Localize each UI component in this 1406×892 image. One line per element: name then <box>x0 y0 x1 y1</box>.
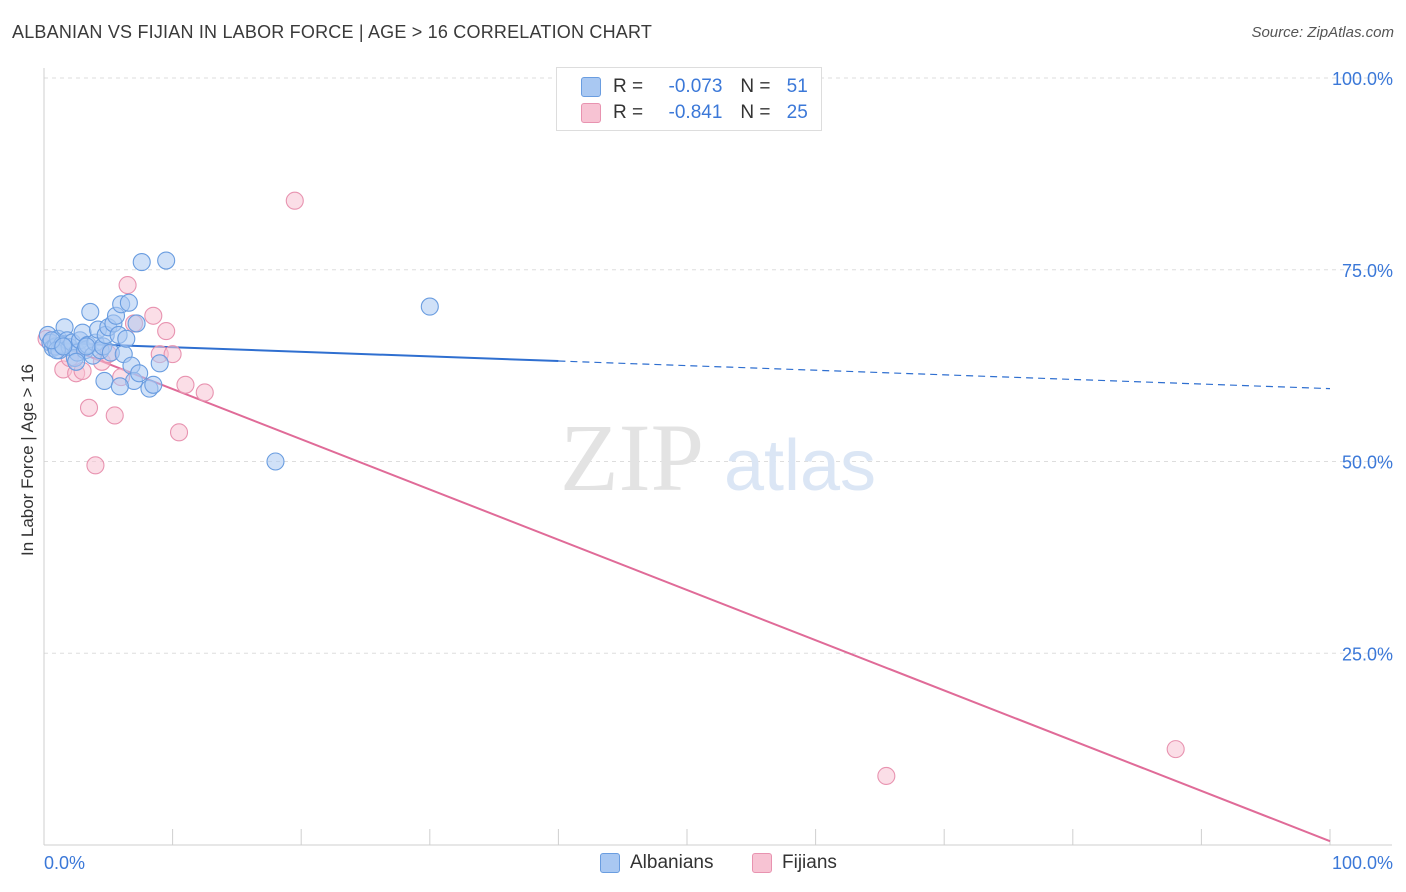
albanian-point <box>157 251 176 270</box>
albanian-point <box>420 297 439 316</box>
fijian-legend-swatch <box>752 853 772 873</box>
albanian-point <box>110 377 129 396</box>
fijian-point <box>163 345 182 364</box>
albanian-point <box>77 337 96 356</box>
legend-label-fijians: Fijians <box>782 852 837 873</box>
axes <box>43 68 1392 846</box>
r-value: -0.073 <box>668 76 723 97</box>
n-value: 51 <box>786 76 808 97</box>
fijian-trend-line <box>43 337 1331 843</box>
albanian-trend-line-extension <box>558 360 1331 390</box>
legend-row-fijians: R = -0.841 N = 25 <box>581 101 808 125</box>
fijian-point <box>877 766 896 786</box>
fijian-point <box>118 276 137 295</box>
x-tick-label: 0.0% <box>44 853 85 873</box>
legend-label-albanians: Albanians <box>630 852 714 873</box>
albanian-point <box>81 302 100 321</box>
grid-lines <box>44 77 1392 654</box>
r-label: R = <box>613 102 644 123</box>
fijian-point <box>144 306 163 325</box>
legend-item-fijians[interactable]: Fijians <box>752 852 837 874</box>
fijian-point <box>1166 740 1185 759</box>
albanian-point <box>144 375 163 394</box>
source-label: Source: ZipAtlas.com <box>1251 24 1394 41</box>
legend-item-albanians[interactable]: Albanians <box>600 852 713 874</box>
fijian-point <box>195 383 214 402</box>
y-axis-title: In Labor Force | Age > 16 <box>18 363 37 557</box>
albanian-point <box>130 364 149 383</box>
series-legend: Albanians Fijians <box>0 852 1406 878</box>
watermark-atlas: atlas <box>724 426 876 506</box>
fijian-point <box>105 406 124 425</box>
n-value: 25 <box>786 102 808 123</box>
albanian-point <box>127 314 146 333</box>
correlation-legend: R = -0.073 N = 51 R = -0.841 N = 25 <box>556 67 822 131</box>
albanian-point <box>150 354 169 373</box>
y-tick-label: 75.0% <box>1342 261 1393 281</box>
albanian-point <box>266 452 285 471</box>
albanian-point <box>117 329 136 348</box>
x-tick-label: 100.0% <box>1332 853 1393 873</box>
albanian-point <box>67 352 86 371</box>
fijian-point <box>86 456 105 475</box>
y-tick-label: 25.0% <box>1342 644 1393 664</box>
fijian-point <box>176 375 195 394</box>
fijian-point <box>285 191 304 210</box>
watermark: ZIP atlas <box>560 404 876 511</box>
albanian-legend-swatch <box>600 853 620 873</box>
n-label: N = <box>740 76 771 97</box>
fijian-point <box>157 322 176 341</box>
albanian-swatch <box>581 77 601 97</box>
fijian-swatch <box>581 103 601 123</box>
albanian-point <box>54 337 73 356</box>
albanian-point <box>119 293 138 312</box>
data-points <box>37 191 1185 786</box>
albanian-point <box>132 253 151 272</box>
tick-labels: 100.0% 75.0% 50.0% 25.0% 0.0% 100.0% <box>44 69 1393 873</box>
fijian-point <box>169 423 189 442</box>
r-value: -0.841 <box>668 102 723 123</box>
legend-row-albanians: R = -0.073 N = 51 <box>581 75 808 99</box>
n-label: N = <box>740 102 771 123</box>
y-tick-label: 50.0% <box>1342 453 1393 473</box>
chart-title: ALBANIAN VS FIJIAN IN LABOR FORCE | AGE … <box>12 22 653 42</box>
watermark-zip: ZIP <box>560 404 704 511</box>
y-tick-label: 100.0% <box>1332 69 1393 89</box>
fijian-point <box>79 398 99 417</box>
albanian-point <box>95 371 114 391</box>
r-label: R = <box>613 76 644 97</box>
